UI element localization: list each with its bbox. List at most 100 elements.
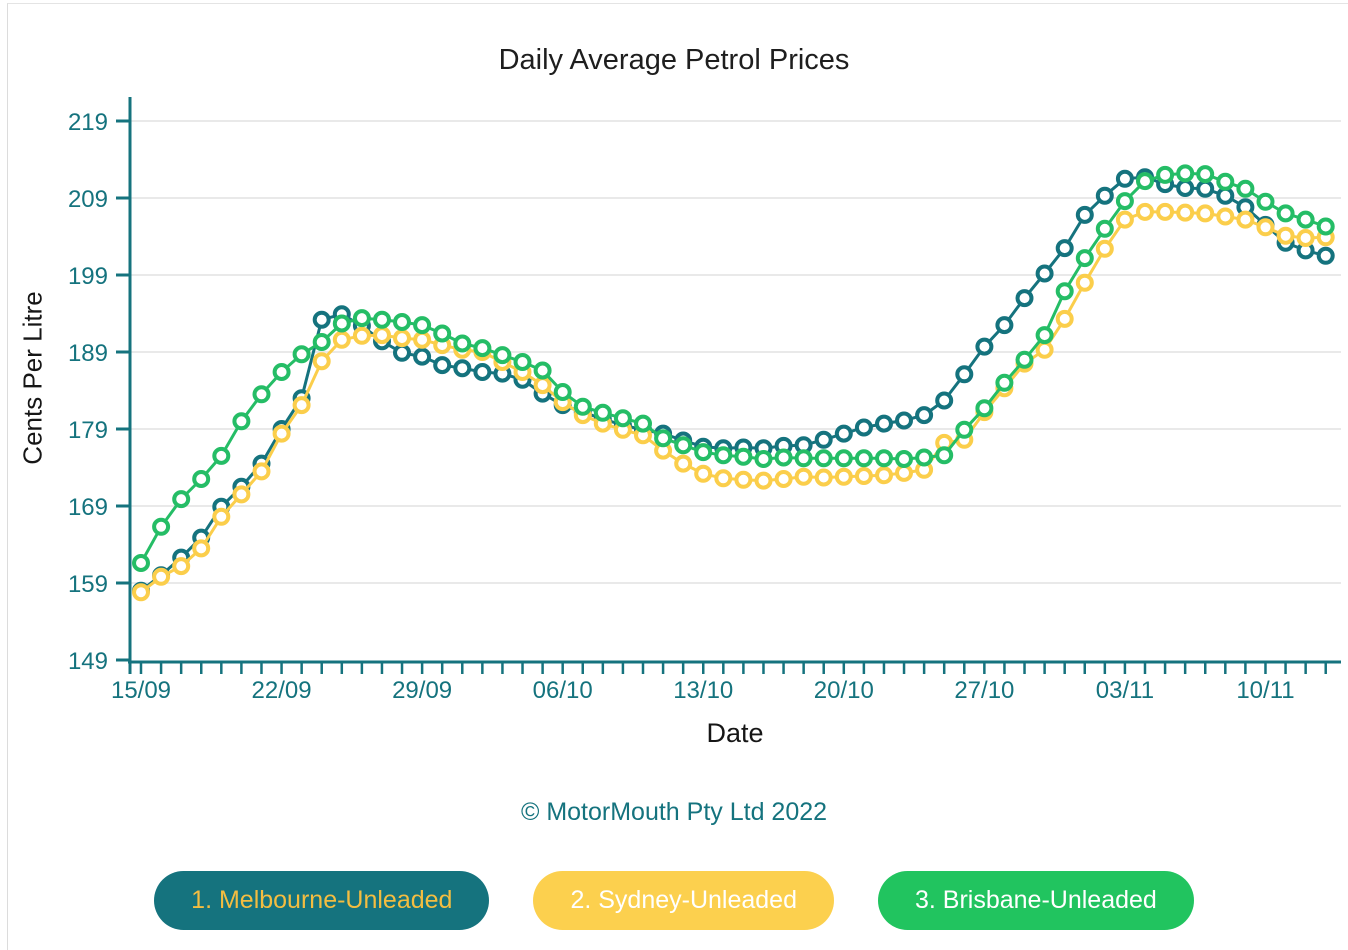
data-point[interactable] <box>854 418 873 437</box>
data-point[interactable] <box>634 414 652 433</box>
data-point[interactable] <box>754 471 773 490</box>
data-point[interactable] <box>674 436 693 455</box>
data-point[interactable] <box>192 539 211 558</box>
data-point[interactable] <box>453 334 472 353</box>
data-point[interactable] <box>1156 202 1175 221</box>
data-point[interactable] <box>814 449 833 468</box>
data-point[interactable] <box>1216 207 1235 226</box>
data-point[interactable] <box>1316 246 1335 265</box>
data-point[interactable] <box>373 326 391 345</box>
data-point[interactable] <box>1055 309 1074 328</box>
data-point[interactable] <box>774 470 793 488</box>
data-point[interactable] <box>1136 172 1154 191</box>
data-point[interactable] <box>1095 219 1114 238</box>
data-point[interactable] <box>312 310 331 329</box>
data-point[interactable] <box>393 329 411 348</box>
data-point[interactable] <box>1276 204 1295 223</box>
data-point[interactable] <box>292 345 311 364</box>
data-point[interactable] <box>714 469 733 488</box>
data-point[interactable] <box>172 490 191 509</box>
data-point[interactable] <box>1256 192 1275 211</box>
data-point[interactable] <box>312 333 331 351</box>
data-point[interactable] <box>1015 350 1034 369</box>
data-point[interactable] <box>814 468 833 487</box>
data-point[interactable] <box>252 462 271 481</box>
data-point[interactable] <box>834 467 853 486</box>
data-point[interactable] <box>413 330 432 349</box>
data-point[interactable] <box>1055 282 1074 301</box>
data-point[interactable] <box>895 411 913 430</box>
data-point[interactable] <box>332 314 351 333</box>
data-point[interactable] <box>1115 210 1134 229</box>
data-point[interactable] <box>1055 239 1074 258</box>
data-point[interactable] <box>1176 164 1195 183</box>
data-point[interactable] <box>292 396 311 415</box>
data-point[interactable] <box>252 385 271 404</box>
data-point[interactable] <box>232 485 251 504</box>
data-point[interactable] <box>232 412 251 431</box>
data-point[interactable] <box>1256 218 1275 237</box>
data-point[interactable] <box>875 414 893 433</box>
data-point[interactable] <box>513 353 532 371</box>
data-point[interactable] <box>1296 210 1315 229</box>
data-point[interactable] <box>132 554 150 572</box>
data-point[interactable] <box>734 447 753 466</box>
data-point[interactable] <box>593 403 612 422</box>
data-point[interactable] <box>373 310 391 329</box>
data-point[interactable] <box>573 397 592 416</box>
data-point[interactable] <box>1236 179 1255 198</box>
data-point[interactable] <box>1136 202 1154 221</box>
data-point[interactable] <box>794 449 813 468</box>
data-point[interactable] <box>754 450 773 468</box>
data-point[interactable] <box>393 313 411 331</box>
data-point[interactable] <box>1156 165 1175 184</box>
data-point[interactable] <box>1075 205 1094 224</box>
data-point[interactable] <box>352 326 371 345</box>
data-point[interactable] <box>854 449 873 468</box>
data-point[interactable] <box>955 365 974 384</box>
data-point[interactable] <box>272 424 291 443</box>
legend-item-brisbane[interactable]: 3. Brisbane-Unleaded <box>878 871 1194 930</box>
data-point[interactable] <box>272 363 291 381</box>
data-point[interactable] <box>1176 179 1195 197</box>
data-point[interactable] <box>935 446 954 465</box>
data-point[interactable] <box>533 361 552 380</box>
data-point[interactable] <box>694 443 713 462</box>
data-point[interactable] <box>654 429 673 448</box>
data-point[interactable] <box>212 507 231 526</box>
data-point[interactable] <box>1075 273 1094 292</box>
data-point[interactable] <box>1035 326 1054 345</box>
data-point[interactable] <box>774 448 793 467</box>
data-point[interactable] <box>312 352 331 371</box>
data-point[interactable] <box>1015 289 1034 308</box>
data-point[interactable] <box>1176 203 1195 222</box>
data-point[interactable] <box>995 316 1014 335</box>
data-point[interactable] <box>734 470 753 489</box>
data-point[interactable] <box>433 356 452 375</box>
data-point[interactable] <box>1115 169 1134 188</box>
data-point[interactable] <box>1196 204 1215 223</box>
data-point[interactable] <box>674 454 693 473</box>
data-point[interactable] <box>413 347 432 366</box>
data-point[interactable] <box>332 330 351 349</box>
data-point[interactable] <box>895 450 913 468</box>
data-point[interactable] <box>875 466 893 485</box>
data-point[interactable] <box>413 316 432 335</box>
legend-item-melbourne[interactable]: 1. Melbourne-Unleaded <box>154 871 490 930</box>
data-point[interactable] <box>1316 217 1335 236</box>
data-point[interactable] <box>834 449 853 468</box>
data-point[interactable] <box>915 448 934 467</box>
data-point[interactable] <box>433 324 452 343</box>
data-point[interactable] <box>132 583 150 602</box>
data-point[interactable] <box>1035 264 1054 283</box>
data-point[interactable] <box>935 391 954 410</box>
data-point[interactable] <box>1196 179 1215 198</box>
data-point[interactable] <box>694 464 713 483</box>
data-point[interactable] <box>995 373 1014 392</box>
data-point[interactable] <box>814 430 833 449</box>
data-point[interactable] <box>1095 239 1114 258</box>
data-point[interactable] <box>834 424 853 443</box>
data-point[interactable] <box>453 359 472 378</box>
legend-item-sydney[interactable]: 2. Sydney-Unleaded <box>533 871 834 930</box>
data-point[interactable] <box>975 399 994 418</box>
